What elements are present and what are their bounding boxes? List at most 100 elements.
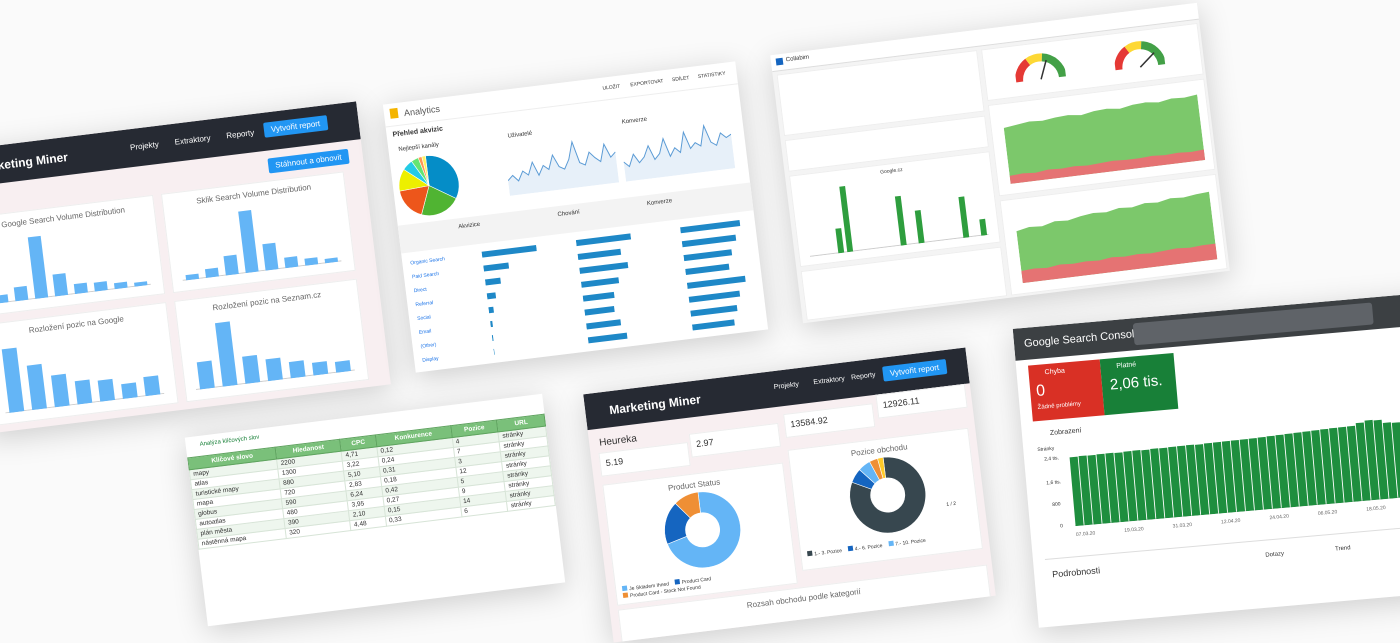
column-header: Trend [1334,545,1351,553]
bar-chart [1,347,165,414]
legend: 1.- 3. Pozice 4.- 6. Pozice 7.- 10. Pozice [806,532,967,558]
bar [1257,436,1272,510]
toolbar-item[interactable]: EXPORTOVAT [629,78,664,89]
bar [835,228,845,254]
gauge [1114,41,1166,71]
area-card [987,78,1216,197]
bar [680,220,741,234]
legend-swatch [887,540,894,547]
nav-item[interactable]: Extraktory [813,375,846,387]
pager[interactable]: 1 / 2 [946,500,957,508]
bar [484,277,501,286]
stat: 2.97 [688,422,782,458]
bar [1248,438,1263,511]
bar [685,263,730,275]
column-header[interactable]: Dotazy [1265,551,1285,559]
bar-chart [182,209,342,281]
bar [27,235,49,299]
bar [1382,422,1398,499]
bar [238,209,259,274]
bar [1230,439,1246,513]
x-label: 31.03.20 [1172,521,1193,530]
bar [1150,448,1165,520]
nav-item[interactable]: Reporty [850,371,876,382]
slice [674,491,701,519]
bar [1078,455,1093,526]
x-label: 07.03.20 [1075,530,1096,539]
nav-item[interactable]: Projekty [129,139,160,153]
bar [1141,449,1156,520]
valid-tile[interactable]: Platné 2,06 tis. [1099,352,1179,416]
bar [1284,433,1299,508]
bar [204,267,219,278]
header: Marketing Miner Projekty Extraktory Repo… [583,347,970,431]
create-button[interactable]: Vytvořit report [882,359,947,382]
bar [584,305,615,316]
bar [284,256,299,269]
gauge-card [981,22,1204,102]
bar [580,277,620,288]
needle [1139,52,1155,68]
create-button[interactable]: Vytvořit report [263,115,328,138]
bar [483,262,510,272]
chart-card: Google Search Volume Distribution [0,194,166,317]
nav-item[interactable]: Reporty [225,128,255,141]
bar [242,354,261,384]
gauge-band [1015,58,1031,83]
bar [1311,429,1326,505]
bar [324,257,339,264]
bar [1123,450,1138,522]
bar [1212,441,1228,514]
error-tile[interactable]: Chyba 0 Žádné problémy [1027,359,1105,422]
search-console: Google Search Console Chyba 0 Žádné prob… [1012,292,1400,628]
nav-item[interactable]: Projekty [773,381,800,392]
bar [1194,444,1210,516]
line [507,139,616,182]
app-name: Analytics [403,103,441,119]
bar [1373,419,1389,500]
bar [486,292,497,300]
legend-item: 7.- 10. Pozice [887,537,927,549]
legend-item: 1.- 3. Pozice [806,548,843,558]
app-bar: Analytics ULOŽIT EXPORTOVAT SDÍLET STATI… [382,61,739,128]
bar [586,319,622,330]
bar [73,282,88,295]
bar [1320,428,1335,505]
area [623,125,736,182]
toolbar-item[interactable]: ULOŽIT [602,83,621,92]
bar [93,281,108,292]
bars-card: Google.cz [788,151,1001,268]
bar [1114,452,1129,523]
checkbox-label[interactable]: Zobrazení [1049,427,1082,438]
bar [958,196,970,239]
mm-dashboard: Marketing Miner Projekty Extraktory Repo… [0,101,391,434]
toolbar-item[interactable]: STATISTIKY [697,70,726,81]
legend-label: 1.- 3. Pozice [814,548,843,558]
legend-label: 7.- 10. Pozice [895,537,927,548]
bar [288,360,306,379]
download-button[interactable]: Stáhnout a obnovit [267,148,350,174]
donut-card: Product Status Je Skladem IhnedProduct C… [602,462,798,606]
analytics: Analytics ULOŽIT EXPORTOVAT SDÍLET STATI… [382,61,769,373]
y-label: 0 [1059,523,1064,530]
bar [582,291,615,302]
bar [914,210,925,244]
bar [1391,422,1400,498]
bar [1185,444,1201,516]
bar [1221,440,1237,513]
bar [1275,434,1290,509]
search-box[interactable] [1132,302,1374,346]
x-label: 06.05.20 [1317,509,1338,517]
x-label: 12.04.20 [1220,517,1241,526]
bar [50,373,70,408]
nav-item[interactable]: Extraktory [174,133,212,147]
bar [26,363,47,411]
bar [262,242,279,271]
slice [667,491,741,569]
users-title: Uživatelé [507,130,533,140]
tile-label: Chyba [1044,367,1066,377]
bar [223,254,239,276]
chart-card: Rozložení pozic na Seznam.cz [174,278,370,403]
toolbar-item[interactable]: SDÍLET [671,75,690,84]
gauge-band [1124,41,1142,54]
